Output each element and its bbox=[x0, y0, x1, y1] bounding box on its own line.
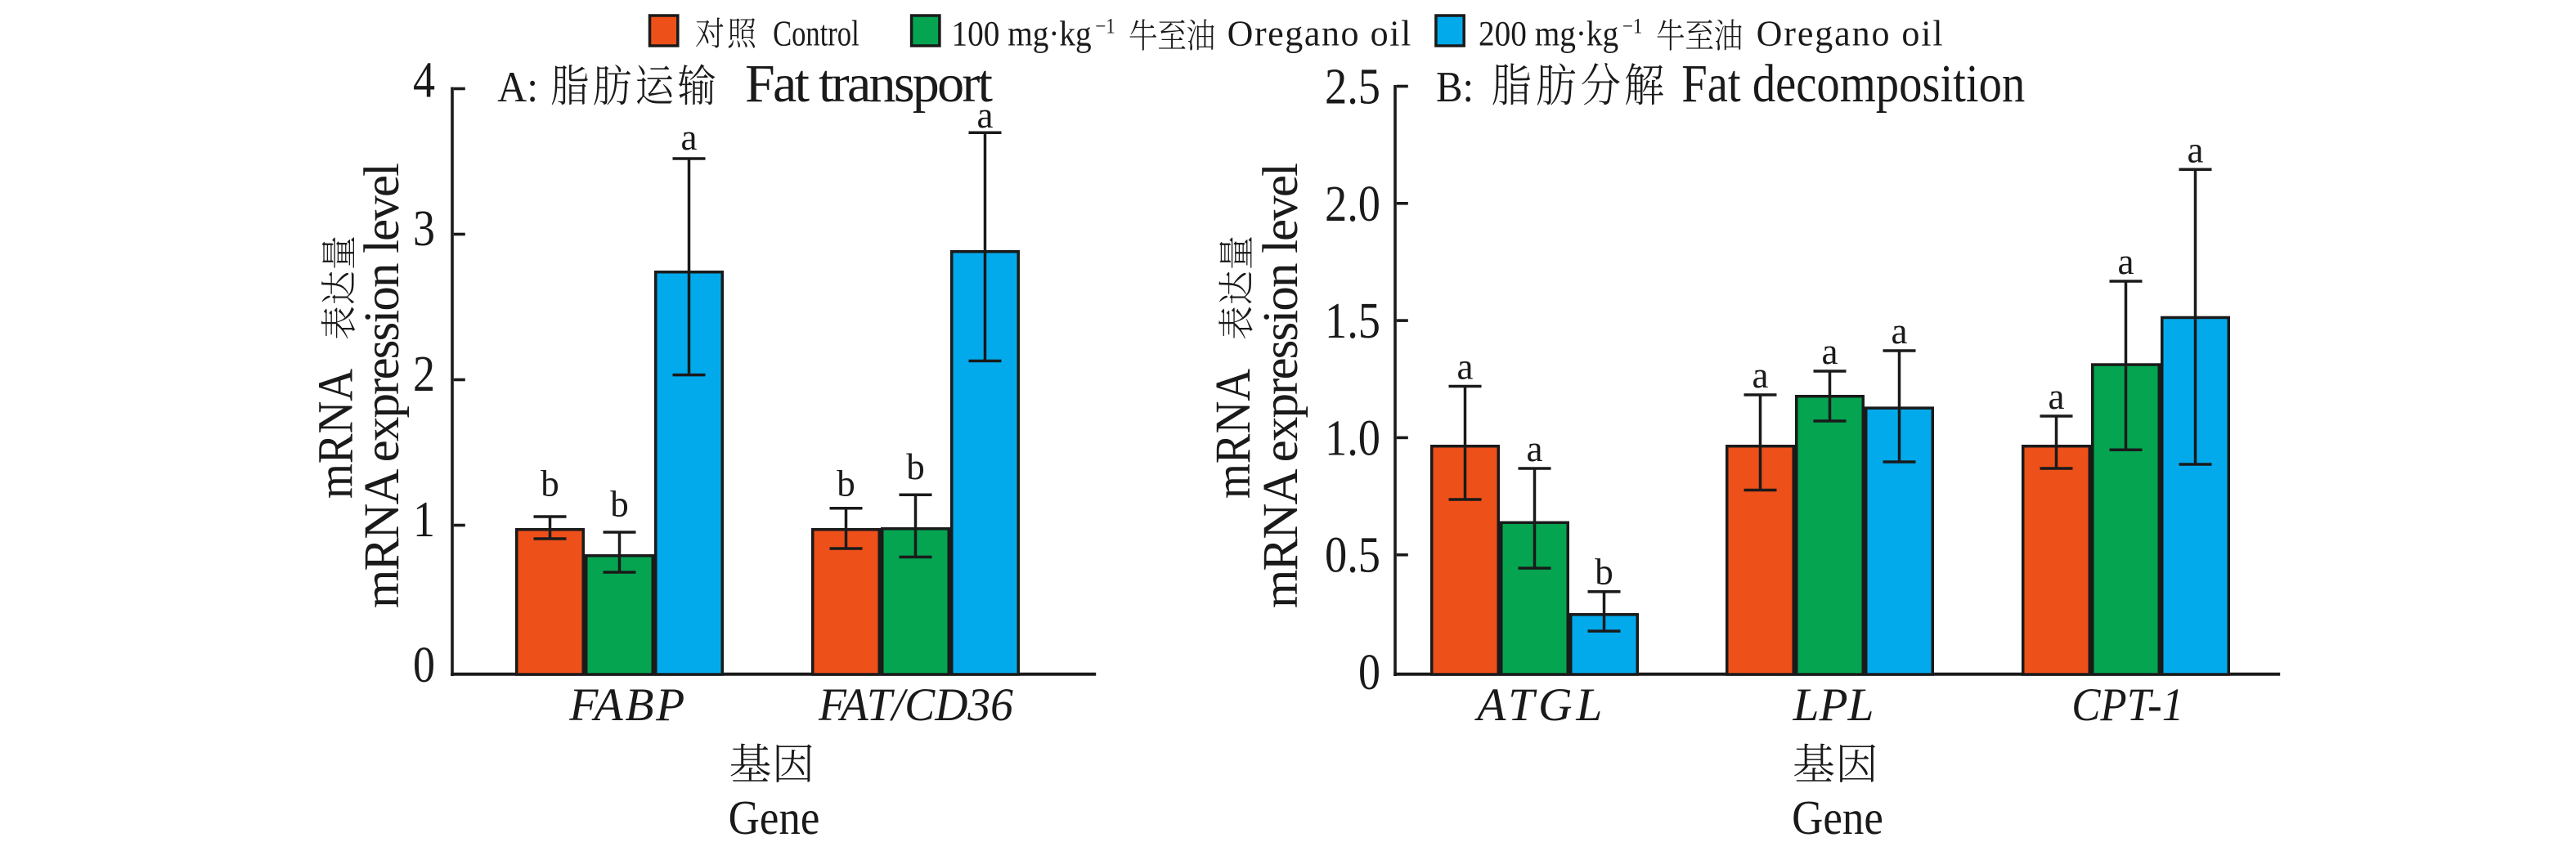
svg-text:b: b bbox=[837, 464, 855, 504]
svg-text:−1: −1 bbox=[1095, 15, 1115, 38]
svg-text:4: 4 bbox=[413, 53, 435, 109]
svg-text:1: 1 bbox=[413, 492, 435, 548]
svg-text:0: 0 bbox=[1358, 645, 1380, 701]
svg-text:b: b bbox=[906, 446, 925, 487]
svg-text:b: b bbox=[610, 483, 629, 524]
svg-text:1.0: 1.0 bbox=[1325, 410, 1380, 466]
svg-text:100 mg·kg: 100 mg·kg bbox=[952, 16, 1092, 54]
svg-text:a: a bbox=[2049, 376, 2065, 417]
svg-text:a: a bbox=[2118, 241, 2134, 282]
svg-text:mRNA expression level: mRNA expression level bbox=[1254, 163, 1308, 608]
svg-text:Fat transport: Fat transport bbox=[745, 54, 993, 114]
svg-text:1.5: 1.5 bbox=[1325, 293, 1380, 349]
svg-text:2: 2 bbox=[413, 347, 435, 402]
svg-text:mRNA: mRNA bbox=[309, 369, 364, 499]
svg-text:B:: B: bbox=[1436, 64, 1474, 111]
svg-text:b: b bbox=[1595, 552, 1613, 593]
svg-text:2.5: 2.5 bbox=[1325, 60, 1380, 115]
svg-text:Control: Control bbox=[773, 14, 859, 54]
svg-text:b: b bbox=[541, 464, 559, 504]
svg-text:0.5: 0.5 bbox=[1325, 528, 1380, 584]
svg-text:a: a bbox=[1892, 311, 1908, 352]
svg-text:FAT/CD36: FAT/CD36 bbox=[818, 679, 1013, 731]
svg-text:−1: −1 bbox=[1622, 15, 1643, 38]
svg-text:Gene: Gene bbox=[729, 791, 820, 844]
svg-text:a: a bbox=[1457, 347, 1474, 387]
svg-text:3: 3 bbox=[413, 201, 435, 257]
svg-text:CPT-1: CPT-1 bbox=[2071, 679, 2183, 731]
svg-text:A:: A: bbox=[497, 64, 538, 111]
svg-text:2.0: 2.0 bbox=[1325, 177, 1380, 232]
svg-text:ATGL: ATGL bbox=[1474, 679, 1602, 731]
svg-text:Fat decomposition: Fat decomposition bbox=[1681, 54, 2025, 114]
svg-text:a: a bbox=[681, 117, 698, 158]
svg-text:0: 0 bbox=[413, 638, 435, 693]
svg-text:Oregano oil: Oregano oil bbox=[1227, 14, 1411, 54]
svg-text:mRNA expression level: mRNA expression level bbox=[355, 163, 410, 608]
svg-text:a: a bbox=[1527, 428, 1543, 469]
svg-text:mRNA: mRNA bbox=[1206, 369, 1261, 499]
svg-text:a: a bbox=[1752, 355, 1769, 396]
svg-text:FABP: FABP bbox=[568, 679, 684, 731]
svg-text:LPL: LPL bbox=[1793, 679, 1874, 731]
svg-text:Gene: Gene bbox=[1792, 791, 1883, 844]
svg-text:200 mg·kg: 200 mg·kg bbox=[1479, 16, 1618, 54]
svg-text:a: a bbox=[2188, 129, 2204, 170]
svg-text:a: a bbox=[977, 95, 994, 136]
svg-text:a: a bbox=[1822, 331, 1838, 372]
svg-text:Oregano oil: Oregano oil bbox=[1757, 14, 1943, 54]
